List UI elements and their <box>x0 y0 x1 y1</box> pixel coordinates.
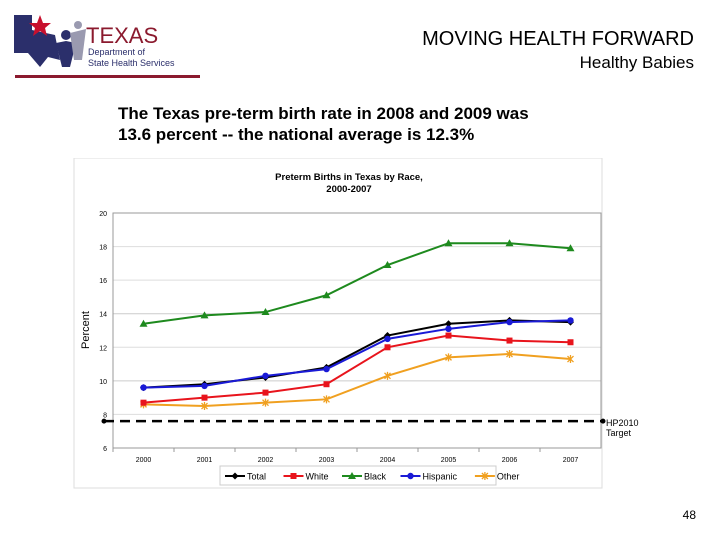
lead-line-2: 13.6 percent -- the national average is … <box>118 125 475 144</box>
data-point-black <box>444 239 453 247</box>
x-tick-label: 2007 <box>563 457 579 464</box>
data-point-other <box>323 395 330 404</box>
data-point-total <box>445 320 452 328</box>
data-point-white <box>140 399 147 406</box>
svg-text:Department of: Department of <box>88 47 146 57</box>
data-point-white <box>506 337 513 344</box>
page-number: 48 <box>682 508 696 522</box>
target-label-2: Target <box>606 428 632 438</box>
legend-marker-black <box>348 472 356 479</box>
lead-line-1: The Texas pre-term birth rate in 2008 an… <box>118 104 529 123</box>
data-point-hispanic <box>445 325 452 333</box>
legend-marker-hispanic <box>407 472 414 480</box>
data-point-hispanic <box>384 335 391 343</box>
target-marker-right <box>600 418 606 424</box>
data-point-black <box>139 319 148 327</box>
data-point-other <box>445 353 452 362</box>
data-point-black <box>261 308 270 316</box>
y-axis-label: Percent <box>80 311 92 349</box>
data-point-other <box>384 371 391 380</box>
series-line-total <box>143 319 571 389</box>
data-point-hispanic <box>323 365 330 373</box>
data-point-hispanic <box>201 382 208 390</box>
legend-marker-total <box>231 472 239 480</box>
series-line-black <box>143 242 571 325</box>
data-point-other <box>201 402 208 411</box>
legend-label-hispanic: Hispanic <box>423 472 458 482</box>
data-point-hispanic <box>567 317 574 324</box>
y-tick-label: 8 <box>103 412 107 419</box>
y-tick-label: 18 <box>99 245 107 252</box>
data-point-black <box>200 311 209 319</box>
y-tick-label: 20 <box>99 211 107 218</box>
data-point-white <box>262 389 269 396</box>
data-point-hispanic <box>262 372 269 380</box>
data-point-black <box>566 244 575 252</box>
x-tick-label: 2004 <box>380 457 396 464</box>
legend-label-other: Other <box>497 472 520 482</box>
data-point-other <box>262 398 269 407</box>
series-line-other <box>143 352 571 408</box>
data-point-other <box>506 350 513 358</box>
data-point-white <box>445 332 452 339</box>
page-title: MOVING HEALTH FORWARD <box>422 28 694 50</box>
x-tick-label: 2001 <box>197 457 213 464</box>
series-line-white <box>143 334 571 404</box>
data-point-white <box>201 394 208 401</box>
data-point-hispanic <box>140 384 147 391</box>
legend-label-black: Black <box>364 472 387 482</box>
x-tick-label: 2000 <box>136 457 152 464</box>
legend-label-total: Total <box>247 472 266 482</box>
x-tick-label: 2002 <box>258 457 274 464</box>
data-point-white <box>323 381 330 388</box>
chart-title: Preterm Births in Texas by Race, <box>275 172 423 183</box>
y-tick-label: 16 <box>99 278 107 285</box>
data-point-black <box>383 261 392 269</box>
chart-title-line2: 2000-2007 <box>326 184 371 195</box>
data-point-black <box>505 239 514 247</box>
x-tick-label: 2005 <box>441 457 457 464</box>
data-point-other <box>567 355 574 364</box>
svg-text:TEXAS: TEXAS <box>86 23 158 48</box>
legend-marker-other <box>481 472 489 480</box>
logo-rule <box>15 75 200 78</box>
dshs-logo: TEXAS Department of State Health Service… <box>14 15 175 68</box>
legend-label-white: White <box>306 472 329 482</box>
y-tick-label: 6 <box>103 446 107 453</box>
data-point-hispanic <box>506 318 513 326</box>
data-point-black <box>322 291 331 299</box>
preterm-births-chart: Preterm Births in Texas by Race, 2000-20… <box>73 158 639 489</box>
y-tick-label: 10 <box>99 379 107 386</box>
y-tick-label: 12 <box>99 345 107 352</box>
svg-text:State Health Services: State Health Services <box>88 58 175 68</box>
legend-marker-white <box>290 473 297 479</box>
target-label-1: HP2010 <box>606 418 639 428</box>
series-line-hispanic <box>143 319 571 389</box>
x-tick-label: 2006 <box>502 457 518 464</box>
y-tick-label: 14 <box>99 312 107 319</box>
page-subtitle: Healthy Babies <box>579 53 694 72</box>
lead-text: The Texas pre-term birth rate in 2008 an… <box>118 103 529 145</box>
data-point-white <box>384 344 391 351</box>
data-point-white <box>567 339 574 346</box>
target-marker-left <box>101 418 107 424</box>
x-tick-label: 2003 <box>319 457 335 464</box>
